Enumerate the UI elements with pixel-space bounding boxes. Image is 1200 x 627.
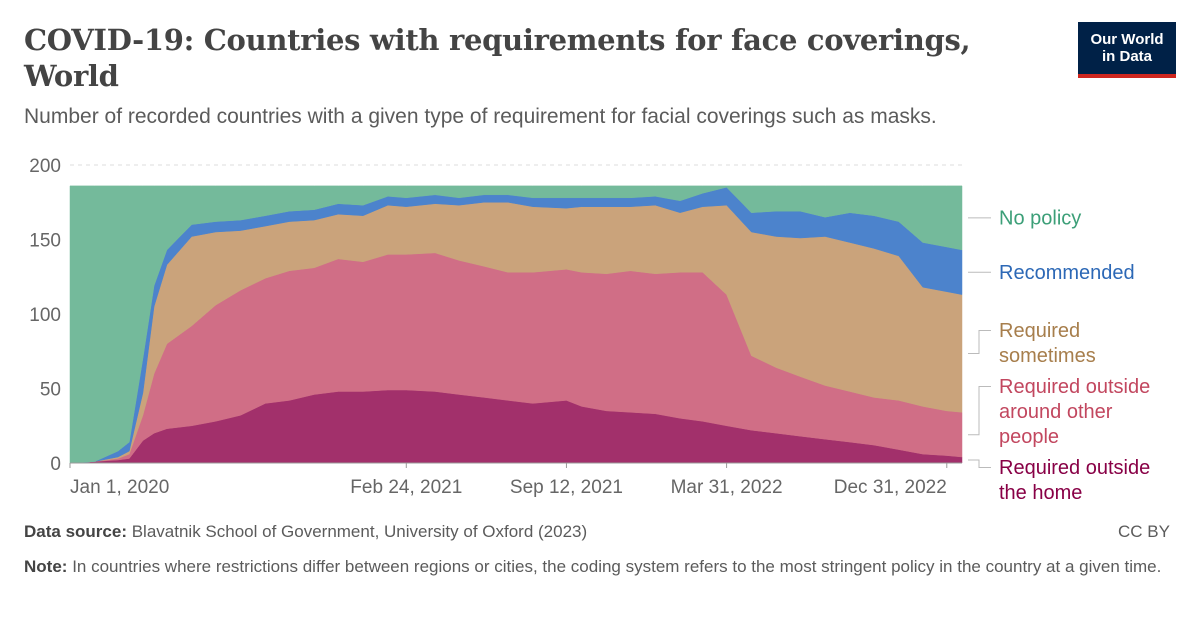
source-text: Blavatnik School of Government, Universi… — [131, 522, 588, 541]
legend-label-line: around other — [999, 401, 1113, 423]
legend-label-line: No policy — [999, 207, 1081, 229]
y-tick-label-150: 150 — [29, 231, 61, 252]
legend-label-required-outside-the-home[interactable]: Required outside the home — [999, 457, 1150, 504]
x-tick-label-2021-02-24: Feb 24, 2021 — [350, 477, 462, 498]
legend-label-required-sometimes[interactable]: Required sometimes — [999, 320, 1096, 367]
x-tick-label-2022-12-31: Dec 31, 2022 — [834, 477, 947, 498]
y-tick-label-0: 0 — [50, 454, 61, 475]
chart-note: Note: In countries where restrictions di… — [24, 555, 1174, 579]
note-text: In countries where restrictions differ b… — [72, 557, 1162, 576]
logo-line-1: Our World — [1090, 31, 1164, 48]
legend-label-recommended[interactable]: Recommended — [999, 262, 1135, 284]
area-series-no-policy[interactable] — [69, 185, 963, 464]
legend-connector-required-sometimes — [968, 330, 991, 354]
source-label: Data source: — [24, 522, 127, 541]
y-tick-label-50: 50 — [40, 380, 61, 401]
x-tick-label-2020-01-01: Jan 1, 2020 — [70, 477, 169, 498]
legend-label-line: Recommended — [999, 262, 1135, 284]
legend-label-line: Required outside — [999, 376, 1150, 398]
y-tick-label-100: 100 — [29, 305, 61, 326]
license-link[interactable]: CC BY — [1118, 522, 1170, 541]
legend-label-line: Required — [999, 320, 1080, 342]
chart-subtitle: Number of recorded countries with a give… — [24, 105, 937, 128]
legend-label-required-outside-around-other-people[interactable]: Required outside around other people — [999, 376, 1150, 448]
y-tick-label-200: 200 — [29, 156, 61, 177]
data-source: Data source: Blavatnik School of Governm… — [24, 522, 587, 542]
legend-label-line: the home — [999, 482, 1082, 504]
legend-connector-required-outside-around-other-people — [968, 386, 991, 436]
note-label: Note: — [24, 557, 68, 576]
x-tick-label-2022-03-31: Mar 31, 2022 — [671, 477, 783, 498]
logo-line-2: in Data — [1101, 48, 1152, 65]
owid-logo[interactable]: Our World in Data — [1078, 22, 1176, 78]
legend-label-line: Required outside — [999, 457, 1150, 479]
stacked-area-chart[interactable]: 0 50 100 150 200 Jan 1, 2020 Feb 24, 2021 Sep 1… — [0, 140, 1200, 510]
legend-connector-required-outside-the-home — [968, 459, 991, 468]
x-tick-label-2021-09-12: Sep 12, 2021 — [510, 477, 623, 498]
legend-label-no-policy[interactable]: No policy — [999, 207, 1081, 229]
legend-label-line: people — [999, 426, 1059, 448]
chart-title: COVID-19: Countries with requirements fo… — [24, 23, 971, 93]
legend-label-line: sometimes — [999, 345, 1096, 367]
